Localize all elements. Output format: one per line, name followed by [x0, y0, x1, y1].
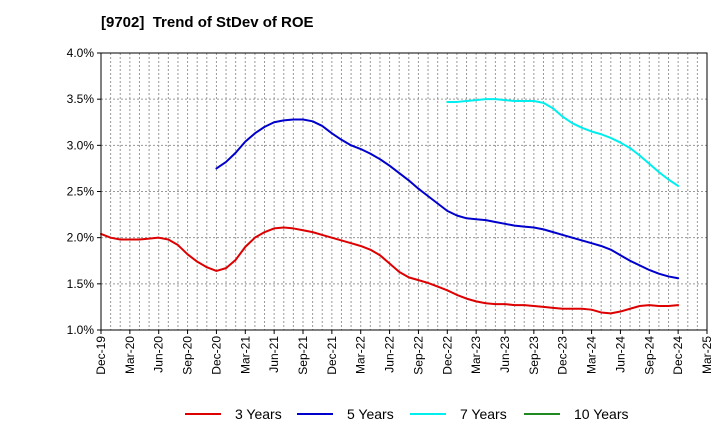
y-tick-label: 3.5%	[67, 92, 95, 106]
y-tick-label: 1.5%	[67, 277, 95, 291]
legend-swatch-5-years	[297, 413, 333, 415]
x-tick-label: Dec-23	[556, 336, 570, 375]
series-line-5-years	[215, 118, 680, 280]
legend-item-7-years: 7 Years	[410, 402, 507, 426]
legend-item-3-years: 3 Years	[185, 402, 282, 426]
y-tick-label: 4.0%	[67, 46, 95, 60]
plot-frame	[100, 52, 708, 331]
x-tick-label: Dec-20	[209, 336, 223, 375]
x-tick-label: Dec-22	[440, 336, 454, 375]
y-tick-label: 2.0%	[67, 231, 95, 245]
x-tick-label: Mar-24	[585, 336, 599, 374]
legend-label-7-years: 7 Years	[460, 406, 507, 422]
series-line-3-years	[100, 226, 680, 315]
legend-label-5-years: 5 Years	[347, 406, 394, 422]
legend-label-10-years: 10 Years	[574, 406, 629, 422]
legend-swatch-3-years	[185, 413, 221, 415]
y-axis-ticks: 1.0% 1.5% 2.0% 2.5% 3.0% 3.5% 4.0%	[67, 46, 101, 337]
x-tick-label: Sep-20	[181, 336, 195, 375]
y-tick-label: 1.0%	[67, 323, 95, 337]
x-tick-label: Mar-21	[238, 336, 252, 374]
x-axis-ticks: Dec-19 Mar-20 Jun-20 Sep-20 Dec-20 Mar-21 Jun-…	[94, 330, 714, 375]
x-tick-label: Jun-20	[152, 336, 166, 373]
chart-title: [9702] Trend of StDev of ROE	[101, 14, 314, 31]
x-tick-label: Jun-22	[383, 336, 397, 373]
legend-item-10-years: 10 Years	[524, 402, 629, 426]
legend-label-3-years: 3 Years	[235, 406, 282, 422]
x-tick-label: Mar-22	[354, 336, 368, 374]
x-tick-label: Mar-23	[469, 336, 483, 374]
x-tick-label: Jun-21	[267, 336, 281, 373]
x-tick-label: Dec-24	[671, 336, 685, 375]
series-layer	[100, 98, 680, 315]
y-tick-label: 2.5%	[67, 185, 95, 199]
legend-swatch-10-years	[524, 413, 560, 415]
x-tick-label: Dec-21	[325, 336, 339, 375]
legend-swatch-7-years	[410, 413, 446, 415]
series-line-7-years	[446, 98, 680, 187]
x-tick-label: Sep-22	[411, 336, 425, 375]
x-tick-label: Sep-21	[296, 336, 310, 375]
x-tick-label: Mar-20	[123, 336, 137, 374]
x-tick-label: Mar-25	[700, 336, 714, 374]
x-tick-label: Jun-23	[498, 336, 512, 373]
x-tick-label: Sep-23	[527, 336, 541, 375]
grid	[101, 53, 707, 330]
x-tick-label: Dec-19	[94, 336, 108, 375]
x-tick-label: Jun-24	[613, 336, 627, 373]
legend-item-5-years: 5 Years	[297, 402, 394, 426]
y-tick-label: 3.0%	[67, 138, 95, 152]
x-tick-label: Sep-24	[642, 336, 656, 375]
legend: 3 Years 5 Years 7 Years 10 Years	[0, 402, 720, 426]
